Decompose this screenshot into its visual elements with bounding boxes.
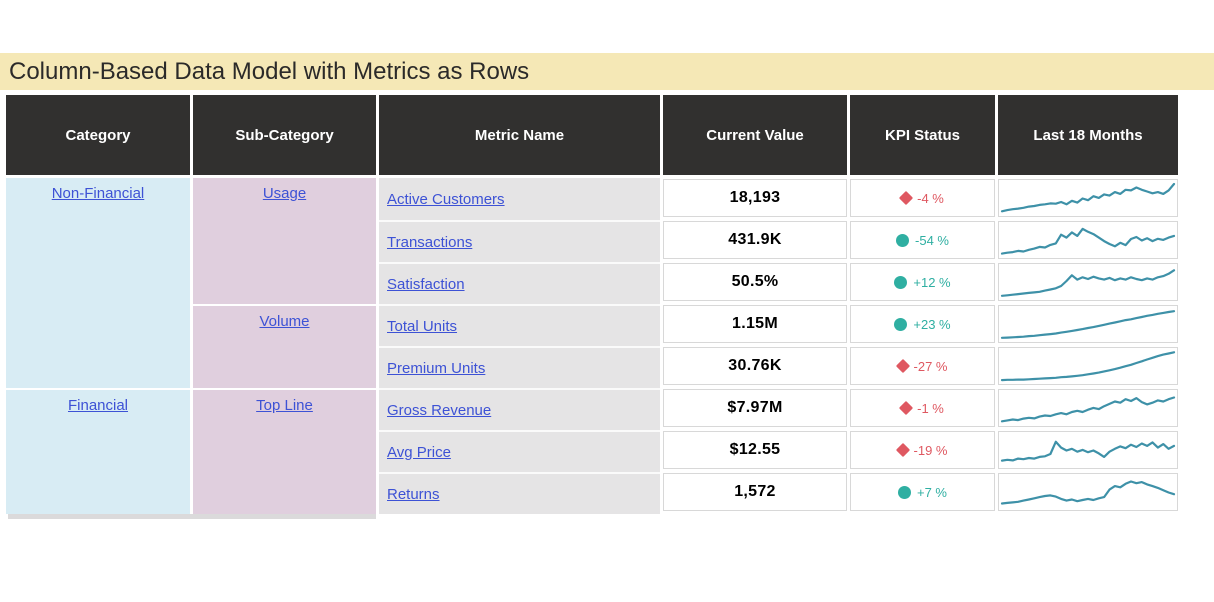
table-footer-strip	[8, 514, 376, 519]
metric-cell: Transactions	[379, 220, 660, 262]
category-link-non-financial[interactable]: Non-Financial	[51, 185, 145, 202]
kpi-delta-text: -27 %	[913, 358, 948, 374]
current-value-cell: 18,193	[663, 179, 847, 217]
kpi-delta-text: +23 %	[913, 316, 951, 332]
metric-cell: Gross Revenue	[379, 388, 660, 430]
sparkline-cell	[998, 305, 1178, 343]
sparkline-chart	[1000, 396, 1176, 423]
current-value: 30.76K	[728, 357, 782, 374]
column-header-kpi-status[interactable]: KPI Status	[850, 95, 995, 178]
metric-link-total-units[interactable]: Total Units	[387, 317, 458, 335]
column-header-current-value[interactable]: Current Value	[663, 95, 847, 178]
category-cell-non-financial: Non-Financial	[6, 178, 190, 388]
subcategory-cell-usage: Usage	[193, 178, 376, 304]
metric-link-returns[interactable]: Returns	[387, 485, 440, 503]
kpi-delta-text: +7 %	[917, 484, 947, 500]
sparkline-cell	[998, 263, 1178, 301]
kpi-status-cell: -4 %	[850, 179, 995, 217]
sparkline-chart	[1000, 480, 1176, 505]
current-value: $7.97M	[727, 399, 783, 416]
kpi-circle-icon	[896, 233, 910, 247]
current-value-cell: 30.76K	[663, 347, 847, 385]
kpi-delta-text: -54 %	[915, 232, 949, 248]
visual-title: Column-Based Data Model with Metrics as …	[0, 53, 1214, 90]
kpi-status-cell: +23 %	[850, 305, 995, 343]
kpi-circle-icon	[894, 317, 908, 331]
current-value-cell: 431.9K	[663, 221, 847, 259]
metric-cell: Active Customers	[379, 178, 660, 220]
sparkline-cell	[998, 473, 1178, 511]
sparkline-cell	[998, 431, 1178, 469]
current-value: 1.15M	[732, 315, 778, 332]
current-value: $12.55	[729, 441, 781, 458]
kpi-status-cell: -54 %	[850, 221, 995, 259]
subcategory-cell-top-line: Top Line	[193, 388, 376, 514]
sparkline-chart	[1000, 310, 1176, 339]
kpi-diamond-icon	[895, 358, 910, 374]
subcategory-link-top-line[interactable]: Top Line	[256, 397, 313, 414]
current-value-cell: 50.5%	[663, 263, 847, 301]
subcategory-cell-volume: Volume	[193, 304, 376, 388]
metric-cell: Premium Units	[379, 346, 660, 388]
metric-cell: Satisfaction	[379, 262, 660, 304]
subcategory-link-volume[interactable]: Volume	[259, 313, 310, 330]
category-link-financial[interactable]: Financial	[67, 397, 129, 414]
kpi-circle-icon	[898, 485, 911, 499]
subcategory-link-usage[interactable]: Usage	[262, 185, 307, 202]
current-value-cell: $12.55	[663, 431, 847, 469]
sparkline-cell	[998, 179, 1178, 217]
sparkline-chart	[1000, 227, 1176, 255]
column-header-metric-name[interactable]: Metric Name	[379, 95, 660, 178]
metric-link-avg-price[interactable]: Avg Price	[387, 443, 451, 461]
sparkline-chart	[1000, 440, 1176, 462]
kpi-status-cell: -1 %	[850, 389, 995, 427]
kpi-status-cell: -19 %	[850, 431, 995, 469]
column-header-last-18-months[interactable]: Last 18 Months	[998, 95, 1178, 178]
kpi-circle-icon	[894, 275, 908, 289]
column-header-category[interactable]: Category	[6, 95, 190, 178]
metric-cell: Total Units	[379, 304, 660, 346]
sparkline-chart	[1000, 269, 1176, 297]
current-value: 431.9K	[728, 231, 782, 248]
kpi-diamond-icon	[899, 190, 914, 206]
current-value-cell: $7.97M	[663, 389, 847, 427]
kpi-diamond-icon	[895, 442, 910, 458]
kpi-delta-text: -19 %	[913, 442, 948, 458]
sparkline-cell	[998, 347, 1178, 385]
current-value: 1,572	[734, 483, 776, 500]
current-value-cell: 1,572	[663, 473, 847, 511]
kpi-status-cell: +7 %	[850, 473, 995, 511]
sparkline-chart	[1000, 351, 1176, 382]
category-cell-financial: Financial	[6, 388, 190, 514]
sparkline-cell	[998, 221, 1178, 259]
data-table: Category Sub-Category Metric Name Curren…	[6, 95, 1178, 514]
kpi-status-cell: -27 %	[850, 347, 995, 385]
kpi-status-cell: +12 %	[850, 263, 995, 301]
sparkline-cell	[998, 389, 1178, 427]
metric-cell: Returns	[379, 472, 660, 514]
current-value: 50.5%	[731, 273, 779, 290]
metric-link-active-customers[interactable]: Active Customers	[387, 190, 505, 208]
metric-link-satisfaction[interactable]: Satisfaction	[387, 275, 465, 293]
kpi-diamond-icon	[899, 400, 914, 416]
column-header-sub-category[interactable]: Sub-Category	[193, 95, 376, 178]
metric-cell: Avg Price	[379, 430, 660, 472]
metric-link-gross-revenue[interactable]: Gross Revenue	[387, 401, 492, 419]
kpi-delta-text: -1 %	[917, 400, 944, 416]
kpi-delta-text: +12 %	[913, 274, 951, 290]
sparkline-chart	[1000, 182, 1176, 213]
metric-link-transactions[interactable]: Transactions	[387, 233, 473, 251]
current-value: 18,193	[729, 189, 781, 206]
current-value-cell: 1.15M	[663, 305, 847, 343]
metric-link-premium-units[interactable]: Premium Units	[387, 359, 486, 377]
kpi-delta-text: -4 %	[917, 190, 944, 206]
